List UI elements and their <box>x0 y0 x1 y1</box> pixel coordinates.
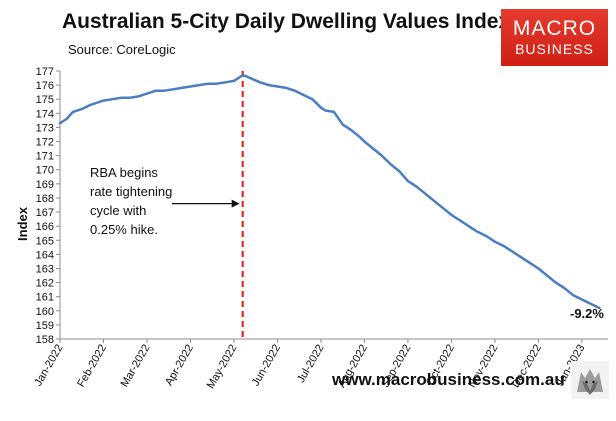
y-tick-label: 176 <box>36 80 54 92</box>
y-tick-label: 170 <box>36 165 54 177</box>
x-tick-label: Jan-2022 <box>32 343 65 389</box>
x-tick-label: Mar-2022 <box>119 343 153 390</box>
y-tick-label: 162 <box>36 278 54 290</box>
y-tick-label: 174 <box>36 108 54 120</box>
end-change-label: -9.2% <box>570 306 604 321</box>
website-url: www.macrobusiness.com.au <box>332 370 565 389</box>
wolf-icon <box>571 361 609 399</box>
y-tick-label: 166 <box>36 221 54 233</box>
y-tick-label: 167 <box>36 207 54 219</box>
macro-business-logo: MACRO BUSINESS <box>501 9 608 66</box>
logo-line-1: MACRO <box>512 17 597 40</box>
x-tick-label: Apr-2022 <box>163 343 196 388</box>
y-tick-label: 160 <box>36 306 54 318</box>
y-tick-label: 158 <box>36 334 54 346</box>
x-tick-label: Jun-2022 <box>250 343 283 389</box>
index-series-line <box>58 73 601 310</box>
rba-annotation: RBA begins rate tightening cycle with 0.… <box>90 163 172 239</box>
y-tick-label: 177 <box>36 66 54 78</box>
y-tick-label: 165 <box>36 235 54 247</box>
y-axis-title: Index <box>15 207 30 241</box>
y-tick-label: 169 <box>36 179 54 191</box>
y-tick-label: 164 <box>36 249 54 261</box>
annotation-line-1: RBA begins <box>90 165 158 180</box>
y-tick-label: 168 <box>36 193 54 205</box>
logo-line-2: BUSINESS <box>515 41 594 57</box>
y-tick-label: 173 <box>36 122 54 134</box>
annotation-line-3: cycle with <box>90 203 147 218</box>
x-tick-label: Jul-2022 <box>295 343 326 386</box>
x-tick-label: Feb-2022 <box>75 343 109 390</box>
annotation-line-2: rate tightening <box>90 184 173 199</box>
y-tick-label: 159 <box>36 320 54 332</box>
chart-title: Australian 5-City Daily Dwelling Values … <box>62 10 511 33</box>
chart-subtitle: Source: CoreLogic <box>68 42 176 57</box>
y-tick-label: 161 <box>36 292 54 304</box>
annotation-arrow-head <box>231 199 240 208</box>
y-tick-label: 175 <box>36 94 54 106</box>
y-tick-label: 172 <box>36 137 54 149</box>
y-tick-label: 163 <box>36 263 54 275</box>
annotation-line-4: 0.25% hike. <box>90 222 158 237</box>
y-tick-label: 171 <box>36 151 54 163</box>
x-tick-label: May-2022 <box>205 343 240 391</box>
